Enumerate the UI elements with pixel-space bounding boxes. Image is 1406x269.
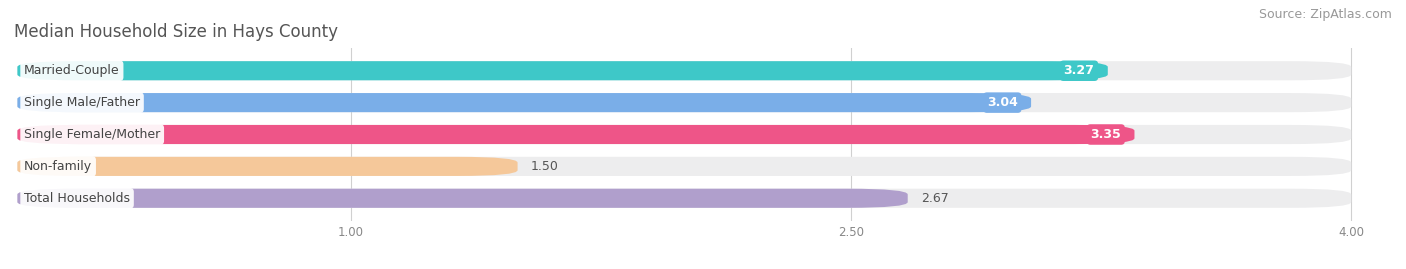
Text: Non-family: Non-family bbox=[24, 160, 93, 173]
FancyBboxPatch shape bbox=[17, 125, 1135, 144]
FancyBboxPatch shape bbox=[17, 189, 1351, 208]
Text: 3.27: 3.27 bbox=[1063, 64, 1094, 77]
FancyBboxPatch shape bbox=[17, 93, 1031, 112]
Text: Single Male/Father: Single Male/Father bbox=[24, 96, 141, 109]
FancyBboxPatch shape bbox=[17, 93, 1351, 112]
FancyBboxPatch shape bbox=[17, 157, 1351, 176]
Text: Single Female/Mother: Single Female/Mother bbox=[24, 128, 160, 141]
Text: 3.04: 3.04 bbox=[987, 96, 1018, 109]
Text: Source: ZipAtlas.com: Source: ZipAtlas.com bbox=[1258, 8, 1392, 21]
Text: 3.35: 3.35 bbox=[1091, 128, 1121, 141]
Text: Married-Couple: Married-Couple bbox=[24, 64, 120, 77]
Text: 2.67: 2.67 bbox=[921, 192, 949, 205]
Text: 1.50: 1.50 bbox=[531, 160, 558, 173]
FancyBboxPatch shape bbox=[17, 61, 1108, 80]
Text: Total Households: Total Households bbox=[24, 192, 131, 205]
FancyBboxPatch shape bbox=[17, 189, 908, 208]
FancyBboxPatch shape bbox=[17, 125, 1351, 144]
FancyBboxPatch shape bbox=[17, 61, 1351, 80]
Text: Median Household Size in Hays County: Median Household Size in Hays County bbox=[14, 23, 337, 41]
FancyBboxPatch shape bbox=[17, 157, 517, 176]
